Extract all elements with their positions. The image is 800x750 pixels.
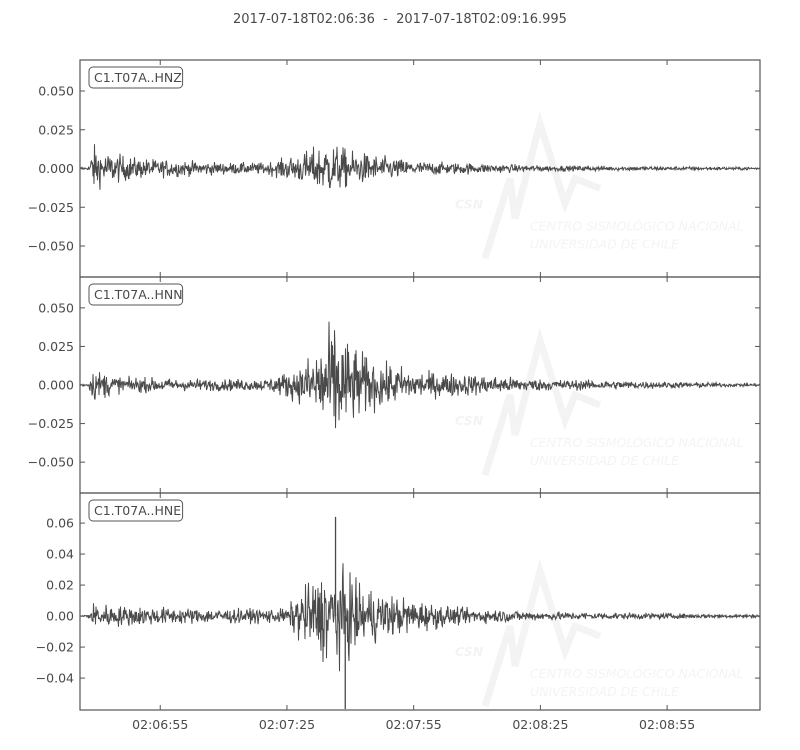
y-tick-label: 0.050 xyxy=(38,300,74,315)
trace-panel-hnz: CSN CENTRO SISMOLÓGICO NACIONAL UNIVERSIDA… xyxy=(28,59,761,278)
waveform-trace xyxy=(80,563,761,672)
chart-title: 2017-07-18T02:06:36 - 2017-07-18T02:09:1… xyxy=(233,12,567,27)
axes-frame xyxy=(79,492,761,711)
trace-panel-hnn: CSN CENTRO SISMOLÓGICO NACIONAL UNIVERSIDA… xyxy=(28,276,761,494)
y-tick-label: 0.06 xyxy=(46,516,74,531)
y-tick-label: 0.000 xyxy=(38,161,74,176)
watermark-line2: UNIVERSIDAD DE CHILE xyxy=(530,453,679,468)
y-tick-label: 0.050 xyxy=(38,84,74,99)
trace-label-text: C1.T07A..HNZ xyxy=(94,70,182,85)
y-tick-label: 0.02 xyxy=(46,578,74,593)
watermark-logo: CSN xyxy=(455,413,484,428)
x-tick-label: 02:08:55 xyxy=(639,717,695,732)
watermark-wave xyxy=(481,327,602,477)
y-tick-label: −0.050 xyxy=(28,455,74,470)
watermark-line2: UNIVERSIDAD DE CHILE xyxy=(530,237,679,252)
csn-watermark: CSN CENTRO SISMOLÓGICO NACIONAL UNIVERSIDA… xyxy=(455,327,744,477)
y-tick-label: 0.025 xyxy=(38,339,74,354)
waveform-trace xyxy=(79,321,761,429)
trace-panel-hne: CSN CENTRO SISMOLÓGICO NACIONAL UNIVERSIDA… xyxy=(36,492,761,732)
trace-label: C1.T07A..HNE xyxy=(88,499,184,522)
y-tick-label: 0.04 xyxy=(46,547,74,562)
watermark-line1: CENTRO SISMOLÓGICO NACIONAL xyxy=(530,666,744,681)
y-tick-label: −0.02 xyxy=(36,640,74,655)
trace-label: C1.T07A..HNZ xyxy=(88,66,184,89)
csn-watermark: CSN CENTRO SISMOLÓGICO NACIONAL UNIVERSIDA… xyxy=(455,110,744,260)
y-tick-label: 0.00 xyxy=(46,609,74,624)
watermark-line1: CENTRO SISMOLÓGICO NACIONAL xyxy=(530,435,744,450)
y-tick-label: 0.000 xyxy=(38,378,74,393)
x-tick-label: 02:08:25 xyxy=(512,717,568,732)
y-tick-label: −0.050 xyxy=(28,239,74,254)
watermark-line2: UNIVERSIDAD DE CHILE xyxy=(530,684,679,699)
y-tick-label: 0.025 xyxy=(38,122,74,137)
x-tick-label: 02:07:55 xyxy=(386,717,442,732)
watermark-logo: CSN xyxy=(455,644,484,659)
y-tick-label: −0.025 xyxy=(28,200,74,215)
y-tick-label: −0.04 xyxy=(36,671,74,686)
trace-label-text: C1.T07A..HNE xyxy=(94,503,181,518)
trace-label-text: C1.T07A..HNN xyxy=(94,287,183,302)
x-tick-label: 02:06:55 xyxy=(132,717,188,732)
watermark-logo: CSN xyxy=(455,197,484,212)
watermark-line1: CENTRO SISMOLÓGICO NACIONAL xyxy=(530,219,744,234)
trace-label: C1.T07A..HNN xyxy=(88,283,184,306)
watermark-wave xyxy=(481,558,602,708)
watermark-wave xyxy=(481,110,602,260)
trace-label-box xyxy=(88,66,184,89)
x-tick-label: 02:07:25 xyxy=(259,717,315,732)
trace-label-box xyxy=(88,283,184,306)
csn-watermark: CSN CENTRO SISMOLÓGICO NACIONAL UNIVERSIDA… xyxy=(455,558,744,708)
waveform-trace xyxy=(79,144,761,190)
y-tick-label: −0.025 xyxy=(28,416,74,431)
trace-label-box xyxy=(88,499,184,522)
